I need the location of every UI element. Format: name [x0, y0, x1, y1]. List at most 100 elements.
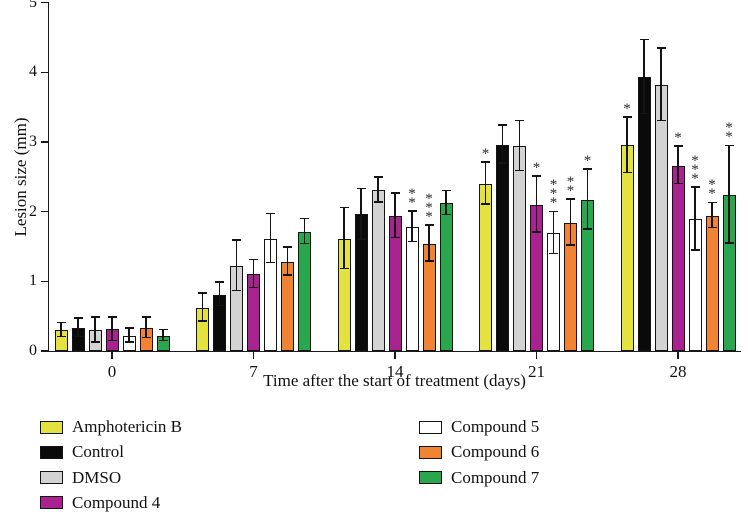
error-cap-bottom: [158, 339, 168, 342]
error-cap-top: [622, 116, 632, 118]
error-bar: [643, 40, 645, 115]
error-bar: [286, 247, 289, 276]
error-cap-bottom: [622, 171, 632, 174]
error-cap-top: [232, 239, 241, 241]
significance-marker-amphotericin-b-day-28: *: [623, 100, 631, 117]
significance-marker-compound-5-day-28: * * *: [691, 152, 699, 187]
x-tick-label: 14: [386, 362, 404, 381]
error-cap-top: [198, 292, 207, 294]
error-cap-bottom: [283, 274, 292, 276]
error-cap-top: [356, 187, 366, 190]
error-bar: [218, 282, 221, 307]
error-cap-bottom: [724, 242, 734, 244]
bar-control-day-28: [637, 77, 651, 351]
error-cap-top: [549, 210, 558, 213]
significance-marker-amphotericin-b-day-21: *: [481, 145, 490, 162]
error-bar: [360, 189, 362, 240]
error-bar: [411, 211, 413, 243]
legend-swatch-compound-7: [419, 471, 442, 485]
error-cap-bottom: [90, 341, 100, 343]
error-cap-bottom: [107, 339, 117, 342]
legend-item-compound-5: Compound 5: [419, 415, 539, 439]
bar-compound-7-day-14: [439, 203, 453, 351]
error-cap-top: [656, 47, 666, 49]
legend-label-compound-5: Compound 5: [451, 417, 540, 436]
error-cap-top: [266, 212, 275, 215]
error-bar: [94, 317, 96, 343]
error-cap-bottom: [656, 119, 666, 122]
error-cap-bottom: [124, 341, 134, 343]
legend-swatch-amphotericin-b: [40, 420, 63, 434]
error-cap-top: [532, 175, 541, 177]
significance-marker-compound-5-day-21: * * *: [549, 177, 558, 212]
legend-label-amphotericin-b: Amphotericin B: [72, 417, 183, 436]
error-bar: [660, 48, 662, 122]
legend-swatch-control: [40, 445, 63, 459]
significance-marker-compound-7-day-28: * *: [725, 120, 733, 146]
error-bar: [77, 318, 79, 338]
error-cap-bottom: [566, 244, 575, 246]
error-cap-top: [407, 210, 417, 212]
error-bar: [343, 208, 345, 270]
legend-item-compound-7: Compound 7: [419, 466, 539, 490]
error-cap-top: [424, 224, 434, 226]
bar-compound-4-day-28: [671, 165, 685, 351]
error-bar: [518, 121, 521, 172]
legend-item-dmso: DMSO: [40, 466, 121, 490]
bar-dmso-day-21: [513, 146, 526, 351]
legend: Amphotericin B Control DMSO Compound 4 Compo…: [0, 413, 748, 512]
error-cap-bottom: [249, 286, 258, 289]
error-cap-top: [566, 198, 575, 200]
error-bar: [501, 125, 504, 164]
error-cap-bottom: [690, 249, 700, 251]
x-axis-tick: [677, 352, 679, 359]
legend-label-compound-4: Compound 4: [72, 492, 161, 512]
x-tick-label: 28: [669, 362, 687, 381]
error-cap-bottom: [373, 201, 383, 203]
error-cap-bottom: [498, 162, 507, 164]
error-cap-top: [724, 144, 734, 147]
error-bar: [60, 323, 62, 338]
error-cap-top: [673, 145, 683, 147]
error-cap-bottom: [639, 112, 649, 115]
y-axis-label: Lesion size (mm): [11, 117, 30, 237]
y-tick-label: 4: [29, 63, 37, 81]
legend-item-compound-6: Compound 6: [419, 440, 539, 464]
error-cap-bottom: [232, 289, 241, 292]
error-cap-bottom: [266, 261, 275, 264]
significance-marker-compound-7-day-21: *: [583, 152, 592, 169]
legend-swatch-dmso: [40, 471, 63, 485]
error-bar: [377, 177, 379, 203]
error-cap-top: [158, 328, 168, 331]
legend-label-compound-7: Compound 7: [451, 467, 540, 487]
bar-control-day-21: [496, 144, 509, 351]
error-cap-top: [107, 316, 117, 318]
x-axis-tick: [535, 352, 538, 359]
legend-label-dmso: DMSO: [72, 467, 122, 487]
error-bar: [711, 203, 713, 229]
error-cap-bottom: [707, 226, 717, 229]
error-cap-bottom: [424, 260, 434, 262]
x-tick-label: 0: [107, 362, 117, 381]
y-tick-label: 5: [29, 0, 37, 11]
y-axis-tick: [41, 141, 48, 143]
error-cap-bottom: [356, 238, 366, 240]
error-cap-bottom: [141, 336, 151, 339]
x-tick-label: 21: [528, 362, 545, 381]
legend-label-control: Control: [72, 442, 124, 462]
error-cap-bottom: [481, 203, 490, 205]
y-axis-tick: [41, 71, 48, 74]
error-cap-top: [283, 246, 292, 248]
error-cap-top: [639, 38, 649, 41]
error-cap-top: [56, 321, 66, 324]
error-bar: [201, 293, 204, 322]
error-cap-top: [707, 201, 717, 204]
legend-item-compound-4: Compound 4: [40, 491, 160, 515]
error-cap-bottom: [56, 335, 66, 338]
error-cap-bottom: [532, 231, 541, 233]
plot-area: 0 1 2 3 4 5 0 7 14 * * * * * 21 * * * * * * * * 28 * * * * * * * * *: [29, 0, 741, 381]
error-cap-top: [498, 124, 507, 126]
significance-marker-compound-5-day-14: * *: [408, 185, 416, 211]
error-bar: [535, 176, 538, 233]
